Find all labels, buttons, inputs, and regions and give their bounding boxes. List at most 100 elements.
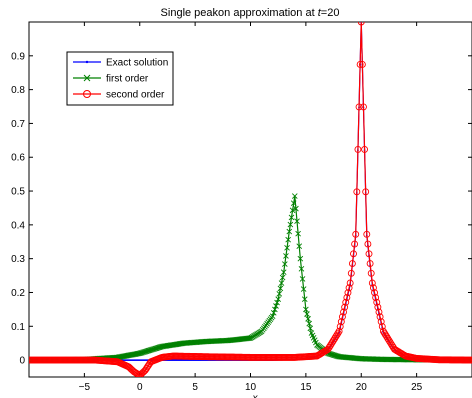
- data-point: [384, 335, 392, 342]
- data-point: [360, 103, 367, 111]
- data-point: [386, 338, 394, 346]
- data-point: [274, 299, 280, 306]
- data-point: [279, 274, 286, 281]
- data-point: [381, 329, 388, 337]
- x-axis-label: x: [252, 393, 259, 398]
- data-point: [296, 243, 303, 249]
- legend-marker: [83, 90, 91, 98]
- legend-label: first order: [106, 74, 149, 85]
- data-point: [351, 240, 359, 248]
- data-point: [273, 303, 279, 309]
- y-tick-label: 0.4: [11, 220, 25, 231]
- data-point: [327, 340, 335, 348]
- data-point: [377, 318, 385, 326]
- data-point: [364, 240, 372, 248]
- data-point: [284, 245, 290, 251]
- y-tick-label: 0: [19, 356, 25, 367]
- legend-label: Exact solution: [106, 58, 168, 69]
- data-point: [297, 255, 304, 262]
- y-tick-label: 0.9: [11, 51, 25, 62]
- data-point: [333, 331, 341, 339]
- x-tick-label: 15: [300, 382, 312, 393]
- data-point: [304, 311, 310, 317]
- y-tick-label: 0.7: [11, 119, 25, 130]
- data-point: [387, 340, 395, 348]
- data-point: [335, 327, 343, 335]
- data-point: [329, 338, 336, 346]
- data-point: [376, 313, 384, 321]
- data-point: [289, 207, 296, 214]
- data-point: [334, 329, 342, 337]
- data-point: [144, 363, 151, 371]
- data-point: [282, 261, 288, 267]
- y-tick-label: 0.3: [11, 254, 25, 265]
- data-point: [293, 205, 299, 212]
- data-point: [371, 289, 378, 297]
- series-first-order: [29, 193, 472, 363]
- data-point: [365, 250, 373, 258]
- axes-layer: −5 0 5 10 15 20 25 0 0.1 0.2 0.3 0.4 0.5 0.6 0.7 0.8 0.9: [11, 21, 472, 393]
- data-point: [29, 356, 33, 364]
- data-point: [303, 306, 309, 313]
- data-point: [301, 296, 308, 303]
- data-point: [134, 350, 141, 357]
- data-point: [332, 333, 340, 341]
- data-point: [337, 318, 345, 326]
- data-point: [277, 285, 284, 292]
- legend-marker: [85, 60, 89, 64]
- data-point: [331, 335, 339, 342]
- data-point: [298, 265, 305, 272]
- data-point: [323, 346, 331, 354]
- x-tick-label: 5: [192, 382, 198, 393]
- data-point: [348, 260, 356, 267]
- data-point: [345, 284, 353, 292]
- data-point: [307, 325, 314, 332]
- y-tick-label: 0.5: [11, 187, 25, 198]
- data-point: [280, 269, 287, 276]
- chart-title-prefix: Single peakon approximation at: [161, 7, 318, 19]
- data-point: [344, 289, 352, 297]
- data-point: [291, 193, 298, 199]
- data-point: [294, 218, 300, 224]
- data-point: [379, 327, 387, 335]
- x-tick-label: 20: [356, 382, 368, 393]
- data-point: [354, 145, 362, 153]
- data-point: [299, 276, 306, 282]
- data-point: [366, 260, 374, 267]
- data-point: [306, 320, 313, 327]
- legend-label: second order: [106, 90, 165, 101]
- data-point: [276, 291, 283, 297]
- y-tick-label: 0.6: [11, 153, 25, 164]
- x-tick-label: −5: [79, 382, 91, 393]
- data-point: [382, 331, 390, 339]
- data-point: [272, 306, 278, 313]
- data-point: [141, 366, 149, 374]
- data-point: [350, 250, 357, 258]
- data-point: [275, 296, 282, 303]
- data-point: [346, 279, 354, 287]
- data-point: [355, 103, 363, 111]
- data-point: [385, 336, 393, 344]
- data-point: [278, 280, 285, 286]
- data-point: [336, 323, 344, 330]
- data-point: [330, 336, 338, 344]
- data-point: [269, 313, 276, 319]
- data-point: [363, 230, 371, 238]
- data-point: [285, 236, 291, 243]
- data-point: [367, 269, 375, 277]
- x-tick-label: 10: [245, 382, 257, 393]
- data-point: [288, 214, 295, 221]
- data-point: [378, 323, 386, 330]
- data-point: [340, 308, 347, 316]
- data-point: [290, 200, 297, 207]
- series-second-order: [29, 22, 472, 377]
- data-point: [352, 230, 360, 238]
- data-point: [325, 344, 333, 351]
- chart-title-var: t: [318, 7, 322, 19]
- data-point: [362, 188, 370, 196]
- y-tick-label: 0.8: [11, 85, 25, 96]
- data-point: [353, 188, 361, 196]
- data-point: [368, 279, 376, 287]
